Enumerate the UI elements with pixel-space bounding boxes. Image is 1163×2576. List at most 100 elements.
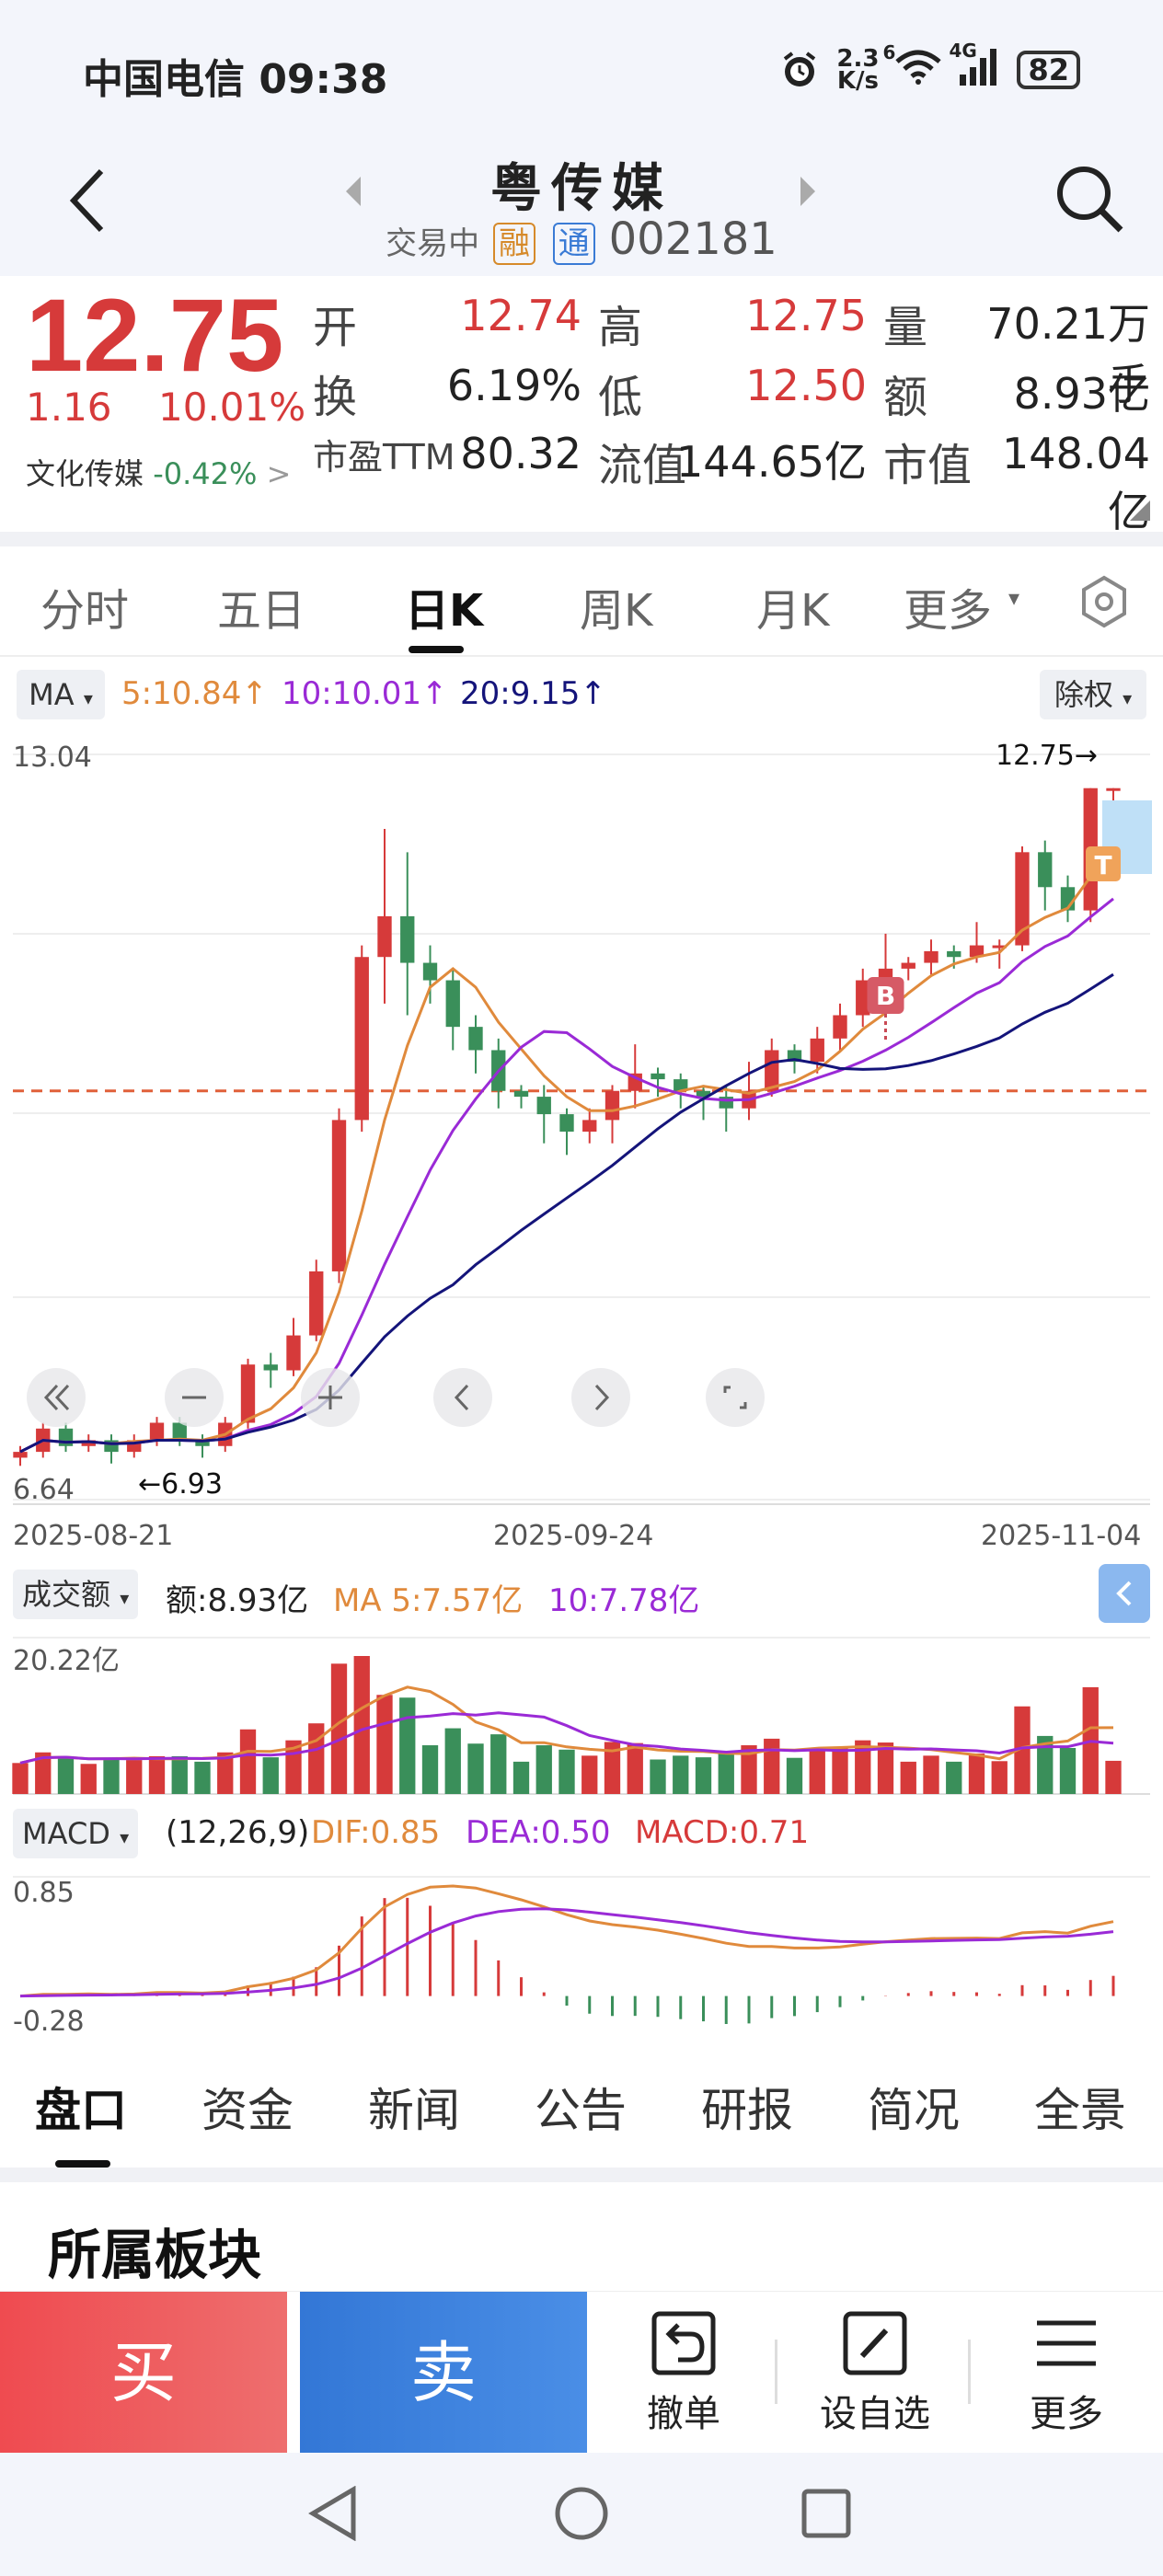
candle-body bbox=[377, 915, 392, 958]
nav-home-icon[interactable] bbox=[554, 2486, 609, 2541]
collapse-panel-icon[interactable] bbox=[1099, 1564, 1150, 1623]
volume-bar bbox=[330, 1663, 348, 1794]
tab-2[interactable]: 日K bbox=[405, 585, 484, 637]
quote-value: 12.75 bbox=[745, 291, 867, 340]
ma-indicator-button[interactable]: MA ▾ bbox=[17, 670, 105, 719]
candle-body bbox=[309, 1271, 324, 1336]
volume-chart[interactable] bbox=[0, 1628, 1163, 1803]
quote-value: 80.32 bbox=[460, 429, 582, 478]
caret-down-icon: ▾ bbox=[1123, 687, 1133, 709]
zoom-out-far-icon[interactable] bbox=[26, 1367, 86, 1428]
settings-hex-icon[interactable] bbox=[1077, 574, 1132, 629]
quote-value: 148.04亿 bbox=[1002, 429, 1150, 536]
volume-bar bbox=[262, 1757, 279, 1794]
volume-bar bbox=[421, 1745, 439, 1794]
tab-0[interactable]: 分时 bbox=[40, 585, 130, 637]
volume-bar bbox=[171, 1755, 188, 1794]
divider bbox=[0, 532, 1163, 546]
volume-bar bbox=[148, 1755, 166, 1794]
tab-5[interactable]: 更多 bbox=[904, 585, 993, 637]
info-tab-3[interactable]: 公告 bbox=[535, 2084, 627, 2137]
fuquan-button[interactable]: 除权 ▾ bbox=[1040, 670, 1146, 719]
more-button[interactable]: 更多 bbox=[988, 2310, 1145, 2437]
candle-body bbox=[696, 1090, 711, 1098]
macd-chart[interactable] bbox=[0, 1868, 1163, 2042]
macd-y-min: -0.28 bbox=[13, 2006, 85, 2038]
macd-value: MACD:0.71 bbox=[635, 1814, 810, 1851]
info-tab-2[interactable]: 新闻 bbox=[368, 2084, 460, 2137]
candle-body bbox=[195, 1440, 210, 1446]
volume-bar bbox=[1105, 1760, 1122, 1794]
macd-button[interactable]: MACD ▾ bbox=[13, 1809, 139, 1858]
volume-bar bbox=[855, 1740, 871, 1794]
zoom-plus-icon[interactable] bbox=[300, 1367, 361, 1428]
candle-body bbox=[856, 980, 870, 1016]
info-tab-5[interactable]: 简况 bbox=[868, 2084, 960, 2137]
system-nav-bar bbox=[0, 2453, 1163, 2576]
back-icon[interactable] bbox=[64, 166, 110, 236]
volume-bar bbox=[946, 1761, 962, 1794]
volume-bar bbox=[399, 1697, 416, 1794]
volume-bar bbox=[444, 1728, 461, 1794]
candle-body bbox=[422, 962, 438, 981]
quote-label: 高 bbox=[598, 302, 643, 353]
quote-label: 额 bbox=[883, 372, 928, 423]
info-tab-0[interactable]: 盘口 bbox=[35, 2084, 127, 2137]
separator bbox=[968, 2340, 971, 2404]
candle-body bbox=[331, 1120, 347, 1271]
nav-back-icon[interactable] bbox=[307, 2486, 359, 2541]
prev-stock-icon[interactable] bbox=[342, 175, 364, 208]
candle-body bbox=[445, 980, 460, 1028]
search-icon[interactable] bbox=[1054, 164, 1124, 234]
undo-icon bbox=[651, 2311, 716, 2375]
nav-recents-icon[interactable] bbox=[800, 2488, 852, 2539]
tab-3[interactable]: 周K bbox=[580, 585, 653, 637]
volume-bar bbox=[80, 1764, 97, 1794]
cancel-order-button[interactable]: 撤单 bbox=[605, 2310, 762, 2437]
volume-bar bbox=[376, 1695, 393, 1794]
volume-bar bbox=[308, 1723, 325, 1794]
tab-4[interactable]: 月K bbox=[756, 585, 830, 637]
zoom-minus-icon[interactable] bbox=[164, 1367, 225, 1428]
scroll-left-icon[interactable] bbox=[432, 1367, 493, 1428]
volume-bar bbox=[12, 1763, 29, 1794]
quote-label: 量 bbox=[883, 302, 928, 353]
volume-type-button[interactable]: 成交额 ▾ bbox=[13, 1570, 139, 1619]
stock-header: 粤传媒 交易中 融 通 002181 bbox=[0, 147, 1163, 276]
volume-bar bbox=[582, 1755, 598, 1794]
add-watchlist-button[interactable]: 设自选 bbox=[797, 2310, 953, 2437]
macd-y-max: 0.85 bbox=[13, 1877, 75, 1909]
quote-label: 换 bbox=[313, 372, 358, 423]
price-change-pct: 10.01% bbox=[158, 385, 306, 430]
info-tabs: 盘口 资金 新闻 公告 研报 简况 全景 bbox=[0, 2037, 1163, 2175]
edit-icon bbox=[843, 2311, 907, 2375]
last-price-label: 12.75→ bbox=[996, 740, 1099, 772]
more-label: 更多 bbox=[1030, 2393, 1103, 2435]
tab-1[interactable]: 五日 bbox=[217, 585, 306, 637]
candle-body bbox=[513, 1090, 529, 1098]
info-tab-6[interactable]: 全景 bbox=[1034, 2084, 1126, 2137]
marker-t bbox=[1086, 846, 1121, 881]
chevron-right-icon: > bbox=[266, 456, 292, 491]
ma10-value: 10:10.01↑ bbox=[282, 675, 448, 712]
info-tab-4[interactable]: 研报 bbox=[701, 2084, 793, 2137]
reset-view-icon[interactable] bbox=[705, 1367, 766, 1428]
volume-bar bbox=[103, 1757, 120, 1794]
stock-code: 002181 bbox=[608, 213, 777, 265]
volume-amount: 额:8.93亿 bbox=[166, 1582, 309, 1619]
kline-chart[interactable]: BT bbox=[0, 736, 1163, 1546]
corner-expand-icon[interactable] bbox=[1130, 500, 1150, 521]
scroll-right-icon[interactable] bbox=[570, 1367, 631, 1428]
candle-body bbox=[765, 1050, 779, 1091]
next-stock-icon[interactable] bbox=[797, 175, 819, 208]
candle-body bbox=[651, 1073, 665, 1080]
buy-button[interactable]: 买 bbox=[0, 2292, 287, 2454]
add-watchlist-label: 设自选 bbox=[820, 2393, 930, 2435]
sector-link[interactable]: 文化传媒 -0.42% > bbox=[26, 451, 291, 493]
battery-indicator: 82 bbox=[1017, 51, 1080, 89]
volume-bar bbox=[490, 1734, 507, 1794]
sell-button[interactable]: 卖 bbox=[300, 2292, 587, 2454]
alarm-icon bbox=[784, 52, 816, 86]
dea-line bbox=[19, 1907, 1114, 1998]
info-tab-1[interactable]: 资金 bbox=[202, 2084, 294, 2137]
